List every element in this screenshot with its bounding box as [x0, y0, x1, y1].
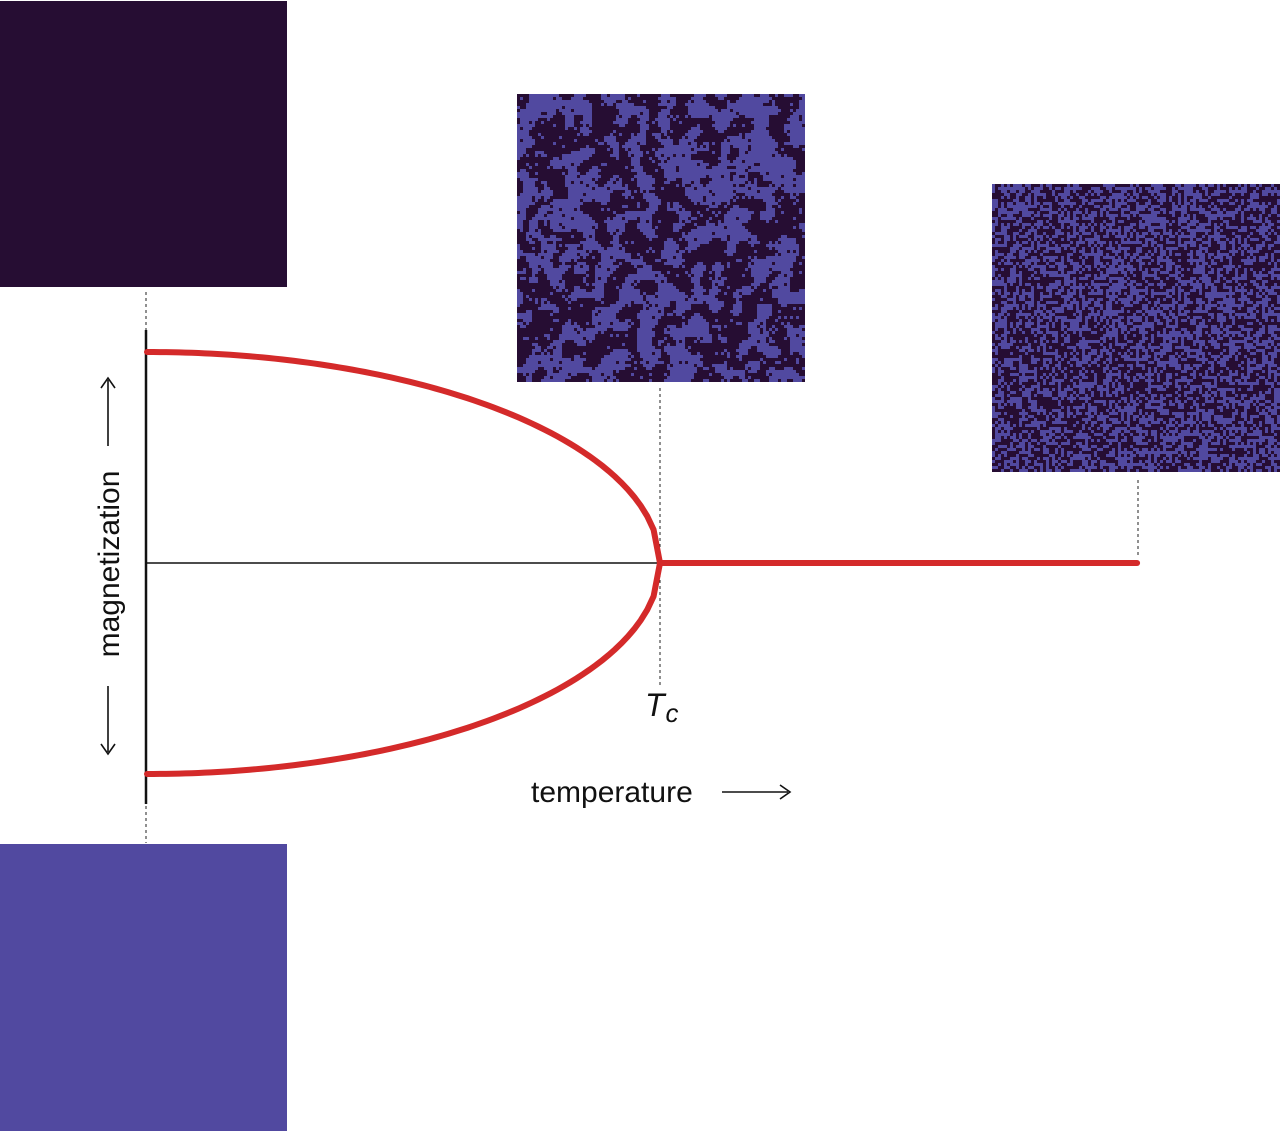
- panel-ordered-up: [0, 844, 287, 1131]
- panel-ordered-down: [0, 1, 287, 287]
- critical-temperature-symbol: T: [645, 687, 667, 723]
- y-axis-label-group: magnetization: [93, 376, 126, 756]
- critical-temperature-subscript: c: [666, 698, 679, 728]
- panel-disordered: [992, 184, 1280, 472]
- arrow-down-icon: [100, 743, 116, 756]
- magnetization-curve-upper: [144, 349, 663, 566]
- y-axis-label: magnetization: [93, 471, 126, 658]
- x-axis-label-group: temperature: [531, 776, 792, 809]
- critical-panel-spins: [517, 94, 805, 382]
- critical-temperature-label: Tc: [645, 687, 679, 728]
- magnetization-curve-lower: [144, 560, 663, 777]
- arrow-right-icon: [779, 784, 792, 800]
- panel-critical-clusters: [517, 94, 805, 382]
- x-axis-label: temperature: [531, 776, 693, 809]
- disordered-panel-spins: [992, 184, 1280, 472]
- arrow-up-icon: [100, 376, 116, 389]
